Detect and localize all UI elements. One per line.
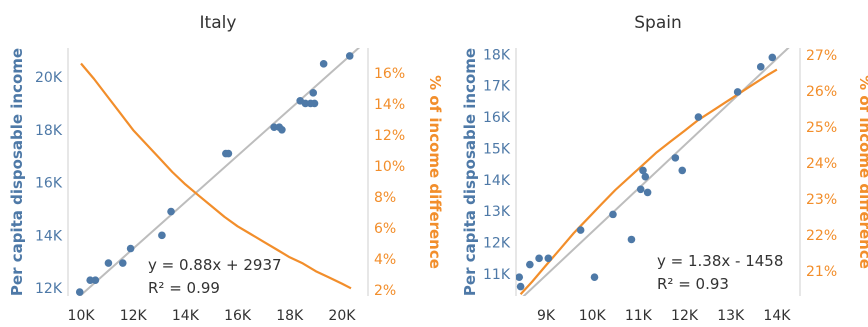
r-squared-label: R² = 0.93 [657,275,729,293]
data-point [576,226,585,234]
data-point [158,231,166,240]
data-point [91,276,100,284]
y-tick-label: 14K [483,173,511,189]
y-tick-label: 16K [35,176,63,192]
data-point [639,166,647,175]
data-point [643,188,652,197]
data-point [590,273,599,281]
data-point [301,99,310,108]
data-point [75,288,84,296]
regression-equation: y = 0.88x + 2937 [148,256,282,274]
data-point [609,210,617,219]
data-point [678,166,687,175]
y-tick-label: 11K [483,267,511,283]
x-tick-label: 10K [68,308,96,324]
y-tick-label: 14K [35,228,63,244]
income-difference-curve [80,62,352,290]
data-point [118,259,127,267]
x-tick-label: 11K [625,308,653,324]
data-point [627,235,636,244]
y2-tick-label: 21% [806,264,837,280]
trend-line [522,48,790,296]
y2-tick-label: 10% [374,159,405,175]
y2-tick-label: 23% [806,192,837,208]
x-tick-label: 18K [276,308,304,324]
x-tick-label: 13K [717,308,745,324]
y2-tick-label: 24% [806,156,837,172]
data-point [278,125,286,134]
italy-panel: Italy Per capita disposable income % of in… [8,13,444,324]
y-tick-label: 18K [483,47,511,63]
y2-tick-label: 22% [806,228,837,244]
y-tick-label: 20K [35,70,63,86]
data-point [319,60,328,68]
chart-title: Italy [200,13,237,33]
y2-tick-label: 27% [806,48,837,64]
x-tick-label: 12K [120,308,148,324]
x-tick-label: 9K [537,308,556,324]
y2-tick-label: 26% [806,84,837,100]
x-tick-label: 10K [579,308,607,324]
x-tick-label: 12K [671,308,699,324]
x-tick-label: 14K [172,308,200,324]
data-point [126,244,135,253]
data-point [270,123,278,131]
x-tick-label: 16K [224,308,252,324]
data-point [345,52,354,60]
regression-equation: y = 1.38x - 1458 [657,252,783,270]
y2-tick-label: 14% [374,97,405,113]
data-point [167,207,175,216]
y2-tick-label: 16% [374,66,405,82]
x-tick-label: 20K [328,308,356,324]
y2-tick-label: 25% [806,120,837,136]
r-squared-label: R² = 0.99 [148,279,220,297]
data-point [309,89,318,97]
x-tick-label: 14K [763,308,791,324]
data-point [526,260,534,269]
y2-tick-label: 2% [374,283,396,299]
y-tick-label: 17K [483,79,511,95]
data-point [641,172,650,181]
y-tick-label: 16K [483,110,511,126]
data-point [224,149,233,158]
y-tick-label: 12K [483,236,511,252]
data-point [535,254,543,263]
data-point [694,113,703,121]
data-point [104,259,113,267]
y2-axis-title: % of income difference [426,75,444,269]
data-point [86,276,94,284]
data-point [671,154,680,162]
data-point [310,99,319,108]
y2-tick-label: 8% [374,190,396,206]
y-tick-label: 15K [483,141,511,157]
chart-title: Spain [634,13,682,33]
data-point [516,282,525,291]
y-axis-title: Per capita disposable income [8,48,26,296]
spain-panel: Spain Per capita disposable income % of in… [461,13,868,324]
y2-tick-label: 6% [374,221,396,237]
data-point [756,63,765,71]
data-point [516,273,524,281]
y2-tick-label: 4% [374,252,396,268]
trend-line [78,48,361,296]
y-tick-label: 18K [35,123,63,139]
y-tick-label: 13K [483,204,511,220]
data-point [544,254,553,263]
y2-tick-label: 12% [374,128,405,144]
data-point [733,88,742,96]
data-point [768,53,777,62]
data-point [636,185,645,194]
y-tick-label: 12K [35,281,63,297]
y-axis-title: Per capita disposable income [461,48,479,296]
y2-axis-title: % of income difference [856,75,868,269]
